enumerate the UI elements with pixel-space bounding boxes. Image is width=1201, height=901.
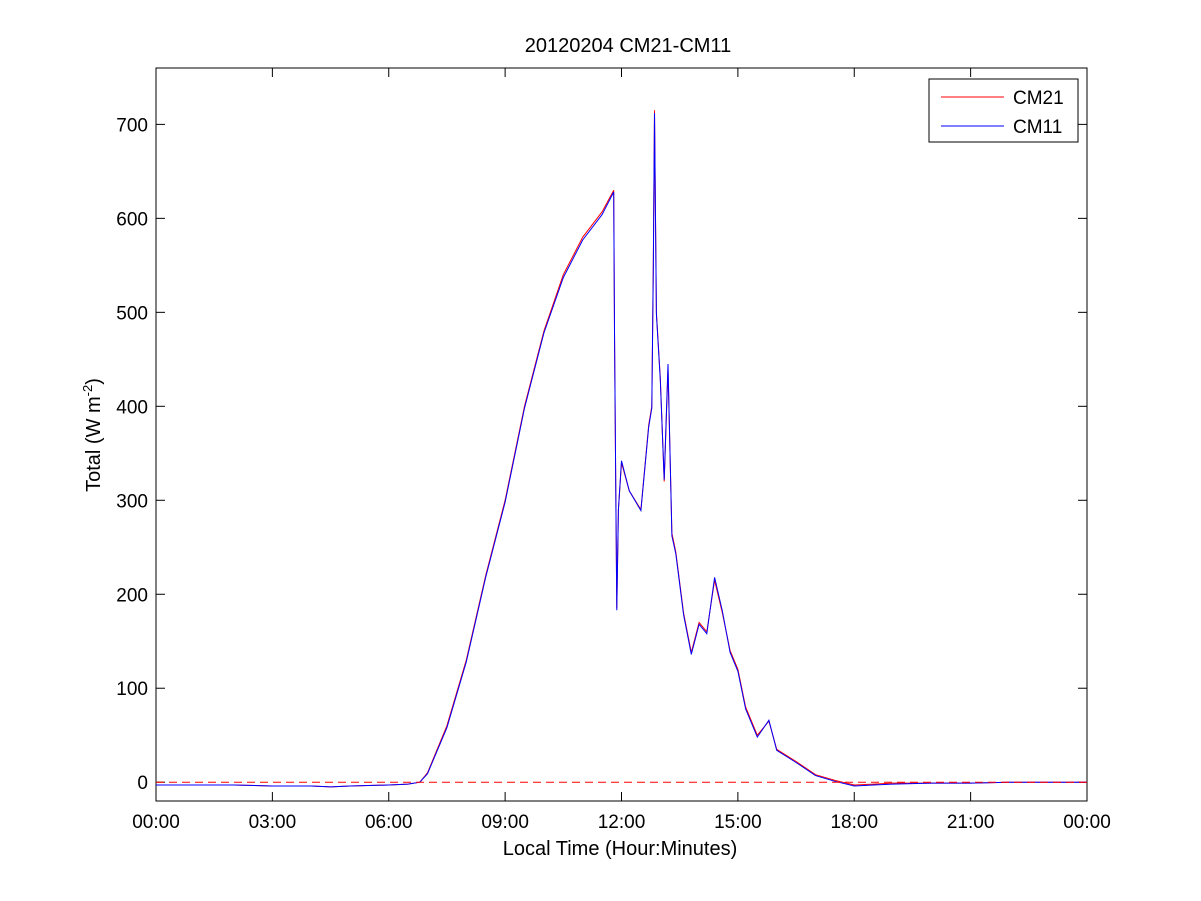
y-tick-label: 300 — [116, 491, 148, 512]
y-axis-tick-labels: 0 100 200 300 400 500 600 700 — [116, 115, 148, 794]
y-axis-label-main: Total (W m — [83, 396, 105, 492]
y-axis-label-superscript: -2 — [80, 385, 95, 397]
x-tick-label: 00:00 — [1063, 812, 1111, 833]
y-tick-label: 600 — [116, 209, 148, 230]
legend: CM21 CM11 — [928, 78, 1079, 143]
y-axis-label: Total (W m-2) — [80, 378, 105, 492]
x-tick-label: 21:00 — [947, 812, 995, 833]
axis-ticks — [155, 68, 1088, 801]
series-lines — [156, 110, 1087, 788]
y-tick-label: 200 — [116, 585, 148, 606]
x-tick-label: 03:00 — [249, 812, 297, 833]
y-tick-label: 500 — [116, 303, 148, 324]
legend-label-cm11: CM11 — [1013, 117, 1062, 138]
x-tick-label: 06:00 — [365, 812, 413, 833]
y-tick-label: 0 — [137, 773, 148, 794]
plot-area — [155, 67, 1088, 802]
y-tick-label: 700 — [116, 115, 148, 136]
x-axis-label: Local Time (Hour:Minutes) — [503, 838, 738, 860]
x-tick-label: 12:00 — [598, 812, 646, 833]
legend-label-cm21: CM21 — [1013, 88, 1064, 109]
x-tick-label: 18:00 — [830, 812, 878, 833]
y-axis-label-close: ) — [83, 378, 105, 385]
chart-title: 20120204 CM21-CM11 — [525, 35, 731, 57]
x-axis-tick-labels: 00:00 03:00 06:00 09:00 12:00 15:00 18:00 21:00… — [132, 812, 1111, 833]
x-tick-label: 00:00 — [132, 812, 180, 833]
x-tick-label: 15:00 — [714, 812, 762, 833]
series-line-cm11 — [156, 113, 1087, 788]
y-tick-label: 400 — [116, 397, 148, 418]
legend-box — [928, 78, 1079, 143]
y-tick-label: 100 — [116, 679, 148, 700]
x-tick-label: 09:00 — [481, 812, 529, 833]
